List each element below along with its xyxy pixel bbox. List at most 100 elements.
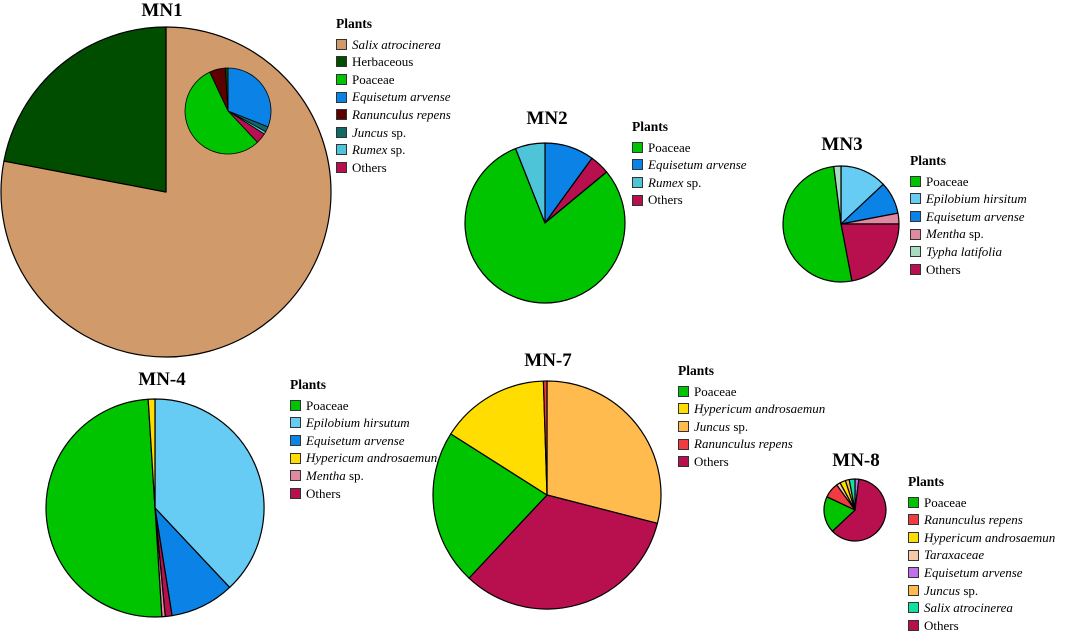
mn-7-slice-poaceae <box>432 433 548 579</box>
mn2-legend-label-rumex: Rumex sp. <box>648 174 702 190</box>
mn3-slice-typha-latifolia <box>833 165 842 225</box>
mn3-legend-title: Plants <box>910 153 947 168</box>
mn-8-legend-title: Plants <box>908 474 945 489</box>
mn1-legend-label-poaceae: Poaceae <box>352 71 395 87</box>
mn-8-legend-swatch-others <box>908 620 919 632</box>
mn3-legend-label-poaceae: Poaceae <box>926 173 969 189</box>
mn-8-legend-item-poaceae: Poaceae <box>908 494 1055 512</box>
mn2-legend: Plants Poaceae Equisetum arvense Rumex sp. O… <box>632 118 747 209</box>
mn1-legend-item-salix-atrocinerea: Salix atrocinerea <box>336 36 451 54</box>
mn3-legend-swatch-epilobium-hirsitum <box>910 193 921 205</box>
mn-8-legend-label-salix-atrocinerea: Salix atrocinerea <box>924 600 1013 616</box>
mn1-legend-label-equisetum-arvense: Equisetum arvense <box>352 89 451 105</box>
mn-8-legend-label-ranunculus-repens: Ranunculus repens <box>924 512 1023 528</box>
mn1-title: MN1 <box>141 0 183 21</box>
mn-4-legend-item-poaceae: Poaceae <box>290 397 437 415</box>
mn1-legend-swatch-ranunculus-repens <box>336 109 347 121</box>
mn-4-legend-swatch-poaceae <box>290 399 301 411</box>
mn-8-legend-swatch-taraxaceae <box>908 549 919 561</box>
mn2-legend-swatch-poaceae <box>632 141 643 153</box>
mn-4-legend-swatch-equisetum-arvense <box>290 435 301 447</box>
mn-4-slice-epilobium-hirsutum <box>154 398 265 589</box>
mn-8-legend-item-salix-atrocinerea: Salix atrocinerea <box>908 599 1055 617</box>
mn-4-legend: Plants Poaceae Epilobium hirsutum Equisetum… <box>290 376 437 502</box>
mn2-slice-rumex-sp <box>514 142 546 224</box>
mn-7-legend-item-poaceae: Poaceae <box>678 383 825 401</box>
mn1-legend-swatch-salix-atrocinerea <box>336 38 347 50</box>
mn2-slice-poaceae <box>464 148 626 304</box>
mn1-legend-label-herbaceous: Herbaceous <box>352 54 414 70</box>
mn1-inset-slice-herbaceous <box>224 67 229 112</box>
mn3-legend-item-epilobium-hirsitum: Epilobium hirsitum <box>910 190 1027 208</box>
mn-8-legend-item-hypericum-androsaemun: Hypericum androsaemun <box>908 529 1055 547</box>
mn-8-legend-label-taraxaceae: Taraxaceae <box>924 547 985 563</box>
mn-8-legend-item-taraxaceae: Taraxaceae <box>908 546 1055 564</box>
mn3-legend-item-equisetum-arvense: Equisetum arvense <box>910 208 1027 226</box>
mn-8-legend-item-others: Others <box>908 617 1055 634</box>
mn-4-legend-item-others: Others <box>290 485 437 503</box>
mn1-legend-swatch-juncus <box>336 126 347 138</box>
mn1-legend-label-salix-atrocinerea: Salix atrocinerea <box>352 36 441 52</box>
mn3-legend-swatch-equisetum-arvense <box>910 211 921 223</box>
mn-7-legend-swatch-ranunculus-repens <box>678 438 689 450</box>
mn-7-legend-label-poaceae: Poaceae <box>694 383 737 399</box>
mn1-legend-swatch-rumex <box>336 144 347 156</box>
mn-7-legend-swatch-poaceae <box>678 385 689 397</box>
mn-8-legend-swatch-juncus <box>908 584 919 596</box>
mn3-slice-others <box>840 223 900 282</box>
mn-8-legend-swatch-poaceae <box>908 496 919 508</box>
mn3-legend-swatch-others <box>910 263 921 275</box>
mn-4-legend-swatch-epilobium-hirsutum <box>290 417 301 429</box>
mn1-legend-swatch-others <box>336 162 347 174</box>
mn-7-legend-item-ranunculus-repens: Ranunculus repens <box>678 435 825 453</box>
mn-4-legend-swatch-mentha <box>290 470 301 482</box>
mn1-inset-slice-poaceae <box>184 71 258 155</box>
mn-8-legend-swatch-equisetum-arvense <box>908 567 919 579</box>
mn-4-legend-label-poaceae: Poaceae <box>306 397 349 413</box>
mn2-legend-title: Plants <box>632 119 669 134</box>
mn-4-legend-item-epilobium-hirsutum: Epilobium hirsutum <box>290 414 437 432</box>
mn2-title: MN2 <box>526 108 568 129</box>
mn-7-slice-others <box>468 494 659 610</box>
mn-4-legend-swatch-others <box>290 487 301 499</box>
mn1-legend-item-ranunculus-repens: Ranunculus repens <box>336 106 451 124</box>
mn-7-title: MN-7 <box>524 350 572 371</box>
mn3-legend-label-others: Others <box>926 261 961 277</box>
mn3-title: MN3 <box>821 134 863 155</box>
mn-7-legend-label-hypericum-androsaemun: Hypericum androsaemun <box>694 401 826 417</box>
mn-4-legend-item-mentha: Mentha sp. <box>290 467 437 485</box>
mn-7-legend-label-ranunculus-repens: Ranunculus repens <box>694 436 793 452</box>
mn1-slice-herbaceous <box>3 26 167 193</box>
mn-7-legend-title: Plants <box>678 363 715 378</box>
mn1-legend-swatch-equisetum-arvense <box>336 91 347 103</box>
mn-8-slice-salix-atrocinerea <box>848 478 856 511</box>
mn1-legend-swatch-poaceae <box>336 74 347 86</box>
mn1-legend-swatch-herbaceous <box>336 56 347 68</box>
mn-8-legend-swatch-salix-atrocinerea <box>908 602 919 614</box>
mn2-legend-item-poaceae: Poaceae <box>632 139 747 157</box>
mn-8-legend-item-ranunculus-repens: Ranunculus repens <box>908 511 1055 529</box>
mn-7-legend-swatch-juncus <box>678 421 689 433</box>
mn3-slice-poaceae <box>782 165 853 283</box>
mn-8-legend-swatch-ranunculus-repens <box>908 514 919 526</box>
mn-7-legend-label-juncus: Juncus sp. <box>694 418 749 434</box>
mn-8-legend-label-others: Others <box>924 617 959 633</box>
mn2-legend-label-others: Others <box>648 192 683 208</box>
mn3-legend-swatch-mentha <box>910 228 921 240</box>
mn-7-pie <box>432 380 662 610</box>
mn-7-slice-juncus-sp <box>546 380 662 524</box>
mn-8-pie <box>823 478 887 542</box>
mn2-legend-swatch-others <box>632 194 643 206</box>
mn1-inset-slice-equisetum-arvense <box>227 67 272 128</box>
mn-4-legend-label-equisetum-arvense: Equisetum arvense <box>306 432 405 448</box>
mn1-legend-label-juncus: Juncus sp. <box>352 124 407 140</box>
mn-7-legend-swatch-others <box>678 456 689 468</box>
mn1-legend-label-others: Others <box>352 159 387 175</box>
mn1-legend-label-rumex: Rumex sp. <box>352 142 406 158</box>
mn-7-legend-item-hypericum-androsaemun: Hypericum androsaemun <box>678 400 825 418</box>
mn-7-legend: Plants Poaceae Hypericum androsaemun Juncus… <box>678 362 825 471</box>
mn1-legend-item-juncus: Juncus sp. <box>336 124 451 142</box>
mn-7-legend-item-others: Others <box>678 453 825 471</box>
mn3-legend-item-mentha: Mentha sp. <box>910 225 1027 243</box>
mn-4-slice-poaceae <box>45 398 163 618</box>
